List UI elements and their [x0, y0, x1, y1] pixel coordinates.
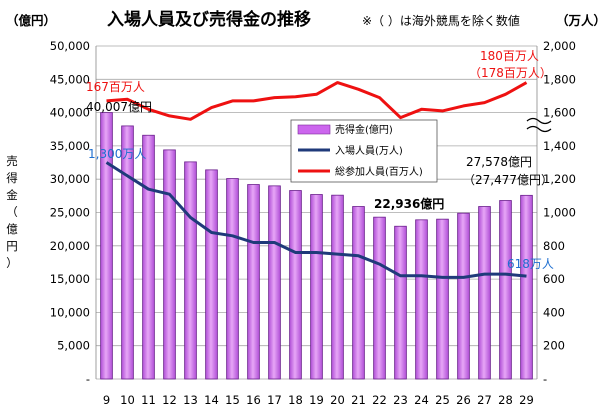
annotation-sales-end-domestic: （27,477億円）	[463, 173, 553, 187]
y-right-tick-label: 800	[543, 239, 565, 253]
x-tick-label: 24	[414, 393, 429, 407]
x-tick-label: 15	[225, 393, 240, 407]
x-tick-label: 22	[372, 393, 387, 407]
y-left-tick-label: 45,000	[50, 72, 90, 86]
bar	[457, 212, 470, 380]
y-left-label-char: （	[6, 205, 18, 219]
bar	[142, 134, 155, 380]
bar	[205, 169, 218, 380]
annotations: 167百万人 40,007億円 1,300万人 180百万人 （178百万人） …	[86, 49, 554, 271]
x-tick-label: 18	[288, 393, 303, 407]
y-left-tick-label: 35,000	[50, 139, 90, 153]
y-left-tick-label: 10,000	[50, 305, 90, 319]
legend-label-participants: 総参加人員(百万人)	[335, 165, 423, 178]
x-tick-label: 23	[393, 393, 408, 407]
bar	[373, 216, 386, 380]
bar-series	[100, 112, 533, 380]
y-right-tick-label: 200	[543, 339, 565, 353]
x-tick-label: 12	[162, 393, 177, 407]
y-left-label-char: 金	[6, 188, 18, 202]
chart-title: 入場人員及び売得金の推移	[107, 9, 311, 30]
bar	[310, 194, 323, 380]
y-right-tick-label: 1,200	[543, 172, 576, 186]
bar	[394, 225, 407, 380]
y-left-tick-label: 5,000	[57, 339, 90, 353]
legend: 売得金(億円) 入場人員(万人) 総参加人員(百万人)	[290, 119, 438, 183]
x-tick-label: 28	[498, 393, 513, 407]
bar	[436, 218, 449, 380]
y-left-tick-label: 50,000	[50, 39, 90, 53]
y-left-label-char: 億	[6, 222, 18, 236]
bar	[352, 206, 365, 380]
y-left-tick-label: 40,000	[50, 106, 90, 120]
participants-line	[106, 81, 528, 121]
annotation-sales-min: 22,936億円	[374, 196, 444, 211]
bar	[163, 149, 176, 380]
bar	[226, 178, 239, 380]
bar	[100, 112, 113, 380]
legend-label-attendance: 入場人員(万人)	[335, 144, 403, 157]
annotation-participants-end: 180百万人	[480, 49, 539, 63]
x-tick-label: 21	[351, 393, 366, 407]
annotation-sales-start: 40,007億円	[86, 100, 152, 114]
bar	[121, 125, 134, 380]
annotation-attendance-end: 618万人	[507, 257, 554, 271]
axis-break-mark	[526, 117, 552, 133]
x-tick-label: 17	[267, 393, 282, 407]
x-tick-label: 26	[456, 393, 471, 407]
bar	[331, 194, 344, 380]
y-left-tick-label: 15,000	[50, 272, 90, 286]
annotation-attendance-start: 1,300万人	[88, 147, 146, 161]
x-tick-label: 25	[435, 393, 450, 407]
x-tick-label: 10	[120, 393, 135, 407]
x-tick-label: 20	[330, 393, 345, 407]
y-left-tick-label: 30,000	[50, 172, 90, 186]
y-right-tick-label: -	[543, 372, 547, 386]
y-right-tick-label: 2,000	[543, 39, 576, 53]
x-tick-label: 27	[477, 393, 492, 407]
axis-ticks: 50,000 45,000 40,000 35,000 30,000 25,000 20,0…	[50, 39, 576, 407]
chart-note: ※（ ）は海外競馬を除く数値	[362, 13, 520, 28]
legend-label-sales: 売得金(億円)	[335, 123, 393, 136]
line-series	[105, 81, 528, 279]
annotation-participants-end-domestic: （178百万人）	[469, 66, 552, 80]
bar	[478, 206, 491, 380]
y-left-label-char: 得	[6, 171, 18, 185]
y-right-unit: （万人）	[556, 13, 606, 28]
y-right-tick-label: 1,600	[543, 106, 576, 120]
bar	[415, 219, 428, 380]
bar	[289, 190, 302, 380]
annotation-participants-start: 167百万人	[86, 80, 145, 94]
annotation-sales-end: 27,578億円	[466, 155, 532, 169]
x-tick-label: 14	[204, 393, 219, 407]
y-left-label-char: 売	[6, 154, 18, 168]
y-left-tick-label: 25,000	[50, 206, 90, 220]
attendance-line	[105, 161, 527, 279]
y-left-unit: （億円）	[6, 13, 56, 28]
x-tick-label: 16	[246, 393, 261, 407]
y-left-tick-label: -	[86, 372, 90, 386]
bar	[520, 194, 533, 380]
bar	[268, 185, 281, 380]
x-tick-label: 9	[103, 393, 110, 407]
y-left-label: 売得金 （ 億円 ）	[6, 154, 18, 270]
y-right-tick-label: 400	[543, 305, 565, 319]
y-right-tick-label: 600	[543, 272, 565, 286]
y-left-label-char: ）	[6, 256, 18, 270]
bar	[499, 200, 512, 380]
y-left-label-char: 円	[6, 239, 18, 253]
legend-swatch-sales	[297, 124, 331, 135]
x-tick-label: 11	[141, 393, 156, 407]
bar	[184, 161, 197, 380]
y-right-tick-label: 1,000	[543, 206, 576, 220]
y-right-tick-label: 1,400	[543, 139, 576, 153]
x-tick-label: 13	[183, 393, 198, 407]
bar	[247, 184, 260, 380]
x-tick-label: 29	[519, 393, 534, 407]
y-right-tick-label: 1,800	[543, 72, 576, 86]
y-left-tick-label: 20,000	[50, 239, 90, 253]
x-tick-label: 19	[309, 393, 324, 407]
